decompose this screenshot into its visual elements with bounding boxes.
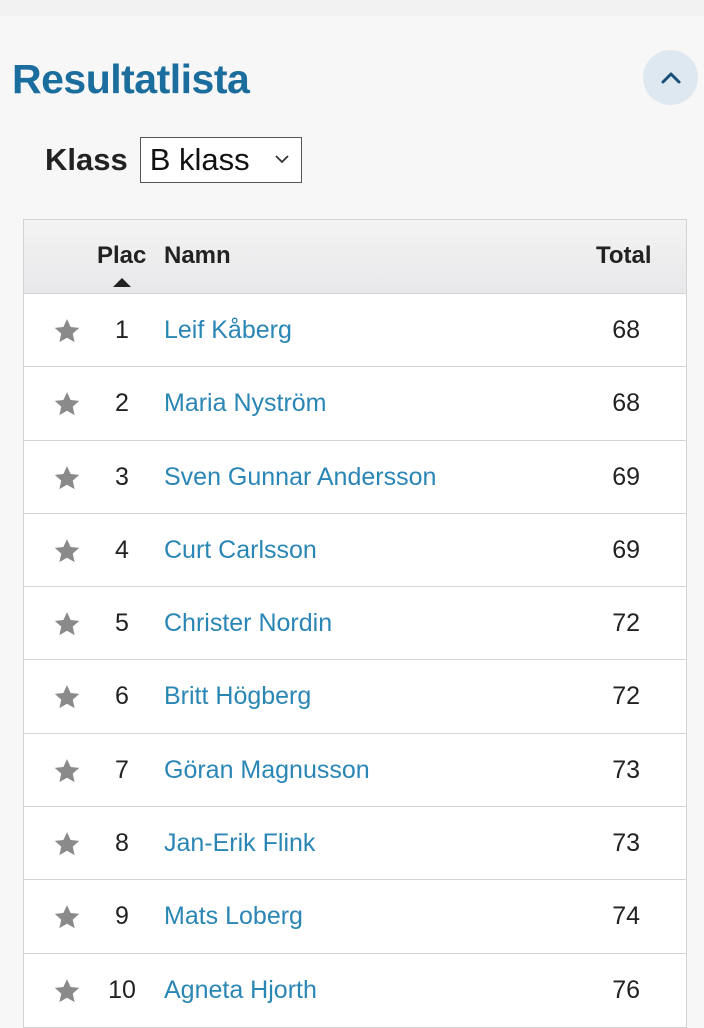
star-icon[interactable]	[52, 682, 82, 712]
star-icon[interactable]	[52, 536, 82, 566]
star-icon[interactable]	[52, 316, 82, 346]
placement: 7	[115, 755, 129, 784]
table-row: 7 Göran Magnusson 73	[24, 733, 686, 808]
placement: 2	[115, 389, 129, 418]
table-row: 10 Agneta Hjorth 76	[24, 953, 686, 1027]
table-row: 4 Curt Carlsson 69	[24, 513, 686, 588]
page-title: Resultatlista	[12, 56, 250, 102]
column-header-plac[interactable]: Plac	[97, 242, 147, 269]
placement: 10	[108, 975, 136, 1004]
total-score: 69	[612, 462, 640, 491]
star-icon[interactable]	[52, 389, 82, 419]
total-score: 73	[612, 755, 640, 784]
player-name-link[interactable]: Göran Magnusson	[164, 755, 370, 784]
table-row: 9 Mats Loberg 74	[24, 880, 686, 954]
total-score: 73	[612, 829, 640, 858]
player-name-link[interactable]: Jan-Erik Flink	[164, 829, 316, 858]
total-score: 72	[612, 609, 640, 638]
class-label: Klass	[45, 142, 128, 177]
player-name-link[interactable]: Maria Nyström	[164, 389, 327, 418]
sort-ascending-icon	[113, 278, 131, 287]
star-icon[interactable]	[52, 829, 82, 859]
top-bar	[0, 0, 704, 16]
star-icon[interactable]	[52, 976, 82, 1006]
collapse-button[interactable]	[643, 50, 698, 105]
chevron-up-icon	[661, 72, 680, 83]
table-row: 5 Christer Nordin 72	[24, 587, 686, 661]
table-row: 2 Maria Nyström 68	[24, 367, 686, 441]
total-score: 74	[612, 902, 640, 931]
class-select[interactable]: B klass	[139, 137, 302, 183]
table-row: 8 Jan-Erik Flink 73	[24, 807, 686, 881]
placement: 3	[115, 462, 129, 491]
total-score: 68	[612, 316, 640, 344]
star-icon[interactable]	[52, 463, 82, 493]
chevron-down-icon	[275, 155, 289, 164]
player-name-link[interactable]: Leif Kåberg	[164, 316, 292, 344]
results-header: Resultatlista	[0, 16, 704, 116]
placement: 9	[115, 902, 129, 931]
class-select-value: B klass	[149, 142, 250, 177]
placement: 1	[115, 316, 129, 344]
star-icon[interactable]	[52, 756, 82, 786]
table-row: 6 Britt Högberg 72	[24, 660, 686, 734]
placement: 6	[115, 682, 129, 711]
total-score: 69	[612, 535, 640, 564]
player-name-link[interactable]: Britt Högberg	[164, 682, 312, 711]
player-name-link[interactable]: Agneta Hjorth	[164, 975, 317, 1004]
total-score: 68	[612, 389, 640, 418]
star-icon[interactable]	[52, 609, 82, 639]
player-name-link[interactable]: Sven Gunnar Andersson	[164, 462, 437, 491]
table-row: 3 Sven Gunnar Andersson 69	[24, 440, 686, 514]
table-body: 1 Leif Kåberg 68 2 Maria Nyström 68 3 Sv…	[24, 294, 686, 1027]
placement: 5	[115, 609, 129, 638]
player-name-link[interactable]: Christer Nordin	[164, 609, 333, 638]
column-header-total[interactable]: Total	[596, 242, 652, 269]
class-filter: Klass B klass	[45, 137, 302, 183]
column-header-namn[interactable]: Namn	[164, 242, 231, 269]
placement: 4	[115, 535, 129, 564]
player-name-link[interactable]: Curt Carlsson	[164, 535, 317, 564]
star-icon[interactable]	[52, 902, 82, 932]
placement: 8	[115, 829, 129, 858]
table-row: 1 Leif Kåberg 68	[24, 294, 686, 368]
total-score: 76	[612, 975, 640, 1004]
results-table: Plac Namn Total 1 Leif Kåberg 68 2 Maria…	[23, 219, 687, 1028]
total-score: 72	[612, 682, 640, 711]
player-name-link[interactable]: Mats Loberg	[164, 902, 303, 931]
table-header: Plac Namn Total	[24, 220, 686, 294]
